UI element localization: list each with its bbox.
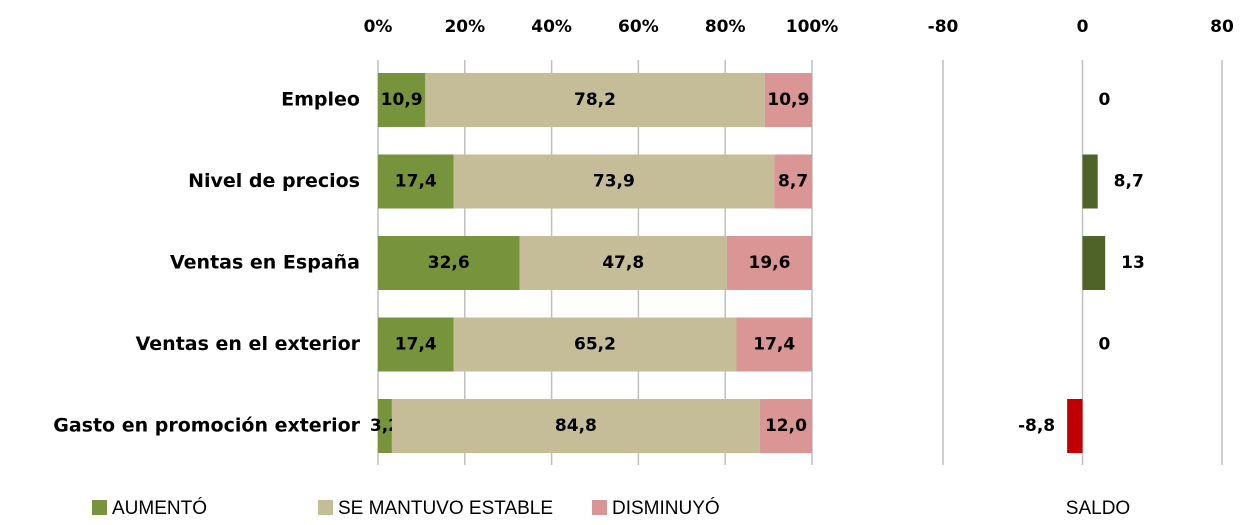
bar bbox=[1082, 236, 1106, 290]
bar-segment bbox=[764, 73, 812, 127]
bar-segment bbox=[736, 317, 812, 372]
bar-segment bbox=[378, 236, 520, 290]
bar bbox=[1067, 399, 1083, 453]
data-label: 65,2 bbox=[574, 335, 616, 355]
legend-swatch bbox=[592, 500, 607, 515]
data-label: 8,7 bbox=[1114, 172, 1144, 192]
data-label: 17,4 bbox=[753, 335, 795, 355]
data-label: 17,4 bbox=[395, 172, 437, 192]
data-label: 0 bbox=[1099, 335, 1111, 355]
data-label: 19,6 bbox=[748, 253, 790, 273]
bar-segment bbox=[519, 236, 727, 290]
category-label: Nivel de precios bbox=[188, 170, 360, 192]
x-tick-label: 60% bbox=[618, 17, 659, 37]
bar-segment bbox=[378, 154, 454, 209]
x-tick-label: 20% bbox=[444, 17, 485, 37]
bar-segment bbox=[425, 73, 765, 127]
legend-label: SE MANTUVO ESTABLE bbox=[338, 498, 553, 519]
data-label: 10,9 bbox=[767, 90, 809, 110]
legend-label: AUMENTÓ bbox=[112, 497, 207, 519]
data-label: 47,8 bbox=[602, 253, 644, 273]
category-label: Ventas en el exterior bbox=[136, 333, 361, 355]
data-label: 78,2 bbox=[574, 90, 616, 110]
data-label: 12,0 bbox=[765, 416, 807, 436]
bar bbox=[1082, 154, 1098, 209]
data-label: 8,7 bbox=[778, 172, 808, 192]
x-tick-label: 100% bbox=[786, 17, 839, 37]
data-label: 17,4 bbox=[395, 335, 437, 355]
bar-segment bbox=[453, 317, 737, 372]
bar-segment bbox=[378, 317, 454, 372]
category-label: Ventas en España bbox=[170, 252, 360, 274]
data-label: 84,8 bbox=[555, 416, 597, 436]
bar-segment bbox=[378, 399, 392, 453]
category-label: Empleo bbox=[281, 89, 360, 111]
bar-segment bbox=[774, 154, 812, 209]
data-label: 10,9 bbox=[381, 90, 423, 110]
bar-segment bbox=[453, 154, 775, 209]
legend-label: SALDO bbox=[1066, 498, 1130, 519]
x-tick-label: 0 bbox=[1077, 17, 1089, 37]
bar-segment bbox=[378, 73, 426, 127]
x-tick-label: 40% bbox=[531, 17, 572, 37]
category-label: Gasto en promoción exterior bbox=[53, 415, 360, 437]
x-tick-label: 0% bbox=[364, 17, 393, 37]
data-label: 0 bbox=[1099, 90, 1111, 110]
x-tick-label: -80 bbox=[928, 17, 959, 37]
data-label: 73,9 bbox=[593, 172, 635, 192]
data-label: 32,6 bbox=[428, 253, 470, 273]
x-tick-label: 80 bbox=[1210, 17, 1234, 37]
x-tick-label: 80% bbox=[705, 17, 746, 37]
legend-label: DISMINUYÓ bbox=[612, 497, 720, 519]
data-label: -8,8 bbox=[1018, 416, 1055, 436]
legend-swatch bbox=[318, 500, 333, 515]
bar-segment bbox=[391, 399, 760, 453]
bar-segment bbox=[759, 399, 812, 453]
bar-segment bbox=[726, 236, 812, 290]
legend-swatch bbox=[92, 500, 107, 515]
data-label: 13 bbox=[1121, 253, 1145, 273]
